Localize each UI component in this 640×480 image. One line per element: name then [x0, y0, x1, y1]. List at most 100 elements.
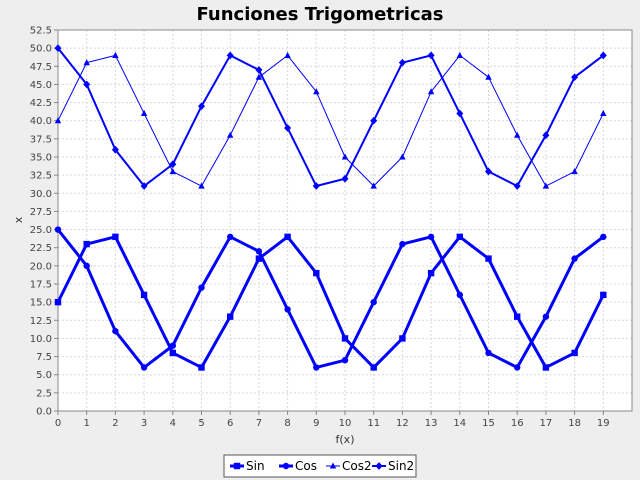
legend-label-sin2: Sin2 — [388, 459, 414, 473]
data-point-sin — [542, 364, 550, 371]
y-tick-label: 47.5 — [30, 62, 52, 73]
legend-box — [223, 454, 417, 478]
data-point-sin2 — [140, 182, 148, 190]
data-point-sin — [284, 233, 291, 241]
y-tick-label: 27.5 — [30, 207, 52, 218]
x-tick-label: 9 — [313, 418, 319, 429]
data-point-cos — [341, 357, 349, 364]
data-point-cos — [227, 233, 234, 241]
data-point-sin — [370, 364, 377, 371]
x-tick-label: 14 — [453, 418, 466, 429]
data-point-cos — [571, 255, 578, 262]
data-point-sin — [313, 269, 320, 277]
y-tick-label: 10.0 — [30, 334, 52, 345]
series-cos2 — [54, 51, 607, 189]
data-point-sin2 — [197, 102, 206, 111]
x-tick-label: 4 — [170, 418, 176, 429]
data-point-sin — [169, 349, 176, 357]
x-tick-label: 12 — [396, 418, 409, 429]
data-point-cos — [485, 349, 492, 357]
legend-marker-cos — [282, 462, 290, 470]
y-tick-label: 35.0 — [30, 153, 52, 164]
data-point-cos — [284, 306, 291, 313]
data-point-cos — [399, 240, 406, 248]
x-tick-label: 16 — [511, 418, 524, 429]
data-point-cos2 — [112, 51, 119, 58]
data-point-cos2 — [399, 153, 406, 160]
data-point-sin2 — [226, 51, 234, 60]
y-tick-label: 0.0 — [36, 407, 52, 418]
data-point-cos2 — [83, 59, 90, 66]
y-tick-label: 42.5 — [30, 98, 52, 109]
x-tick-label: 7 — [256, 418, 262, 429]
data-point-sin — [514, 313, 521, 320]
data-point-sin2 — [255, 66, 263, 74]
data-point-sin2 — [427, 51, 435, 60]
series-cos — [54, 226, 607, 371]
data-point-cos2 — [456, 51, 463, 58]
data-point-cos2 — [169, 167, 176, 175]
y-tick-label: 32.5 — [30, 171, 52, 182]
data-point-cos2 — [140, 109, 148, 117]
data-point-cos2 — [514, 131, 521, 138]
data-point-sin2 — [83, 80, 91, 89]
data-point-cos2 — [427, 88, 435, 95]
legend-label-cos2: Cos2 — [342, 459, 372, 473]
data-point-cos — [313, 364, 320, 371]
data-point-sin — [198, 364, 205, 371]
data-point-sin2 — [341, 174, 349, 183]
series-layer — [54, 44, 607, 371]
y-tick-label: 12.5 — [30, 316, 52, 327]
y-tick-label: 25.0 — [30, 225, 52, 236]
data-point-sin2 — [513, 182, 521, 190]
data-point-cos — [427, 233, 435, 241]
data-point-cos — [370, 298, 377, 306]
data-point-cos — [600, 233, 607, 241]
data-point-sin — [83, 240, 90, 248]
x-tick-label: 6 — [227, 418, 233, 429]
x-tick-label: 10 — [339, 418, 352, 429]
data-point-sin — [399, 335, 406, 342]
data-point-sin — [54, 298, 62, 306]
x-tick-label: 13 — [425, 418, 438, 429]
data-point-sin — [140, 291, 148, 299]
data-point-sin2 — [484, 167, 493, 176]
data-point-sin — [456, 233, 463, 241]
data-point-sin2 — [312, 182, 320, 190]
legend-marker-sin — [233, 462, 241, 470]
legend-label-cos: Cos — [295, 459, 317, 473]
data-point-cos2 — [571, 167, 578, 175]
x-tick-label: 5 — [198, 418, 204, 429]
series-line-sin2 — [57, 47, 604, 188]
data-point-sin2 — [54, 44, 62, 52]
data-point-sin2 — [169, 160, 177, 169]
data-point-sin — [255, 255, 263, 262]
series-line-sin — [56, 235, 605, 369]
legend-label-sin: Sin — [246, 459, 265, 473]
data-point-sin2 — [456, 109, 464, 118]
series-sin — [54, 233, 607, 371]
data-point-cos2 — [370, 182, 377, 189]
data-point-sin2 — [111, 145, 119, 154]
data-point-sin2 — [599, 51, 607, 60]
legend: Sin Cos Cos2 Sin2 — [223, 454, 417, 478]
data-point-cos2 — [542, 182, 550, 189]
data-point-cos — [514, 364, 521, 371]
data-point-sin — [341, 335, 349, 342]
y-tick-label: 52.5 — [30, 26, 52, 37]
y-tick-label: 37.5 — [30, 134, 52, 145]
data-point-sin — [571, 349, 578, 357]
data-point-sin2 — [542, 131, 550, 140]
data-point-sin2 — [370, 116, 378, 125]
y-axis-label: x — [12, 216, 25, 223]
data-point-cos — [198, 284, 205, 291]
data-point-cos2 — [341, 153, 349, 160]
data-point-cos2 — [54, 117, 62, 124]
data-point-sin2 — [571, 73, 579, 82]
data-point-cos — [112, 327, 119, 335]
data-point-cos — [83, 262, 90, 270]
data-point-cos — [456, 291, 463, 299]
series-line-cos2 — [57, 54, 604, 187]
series-line-cos — [56, 228, 605, 369]
